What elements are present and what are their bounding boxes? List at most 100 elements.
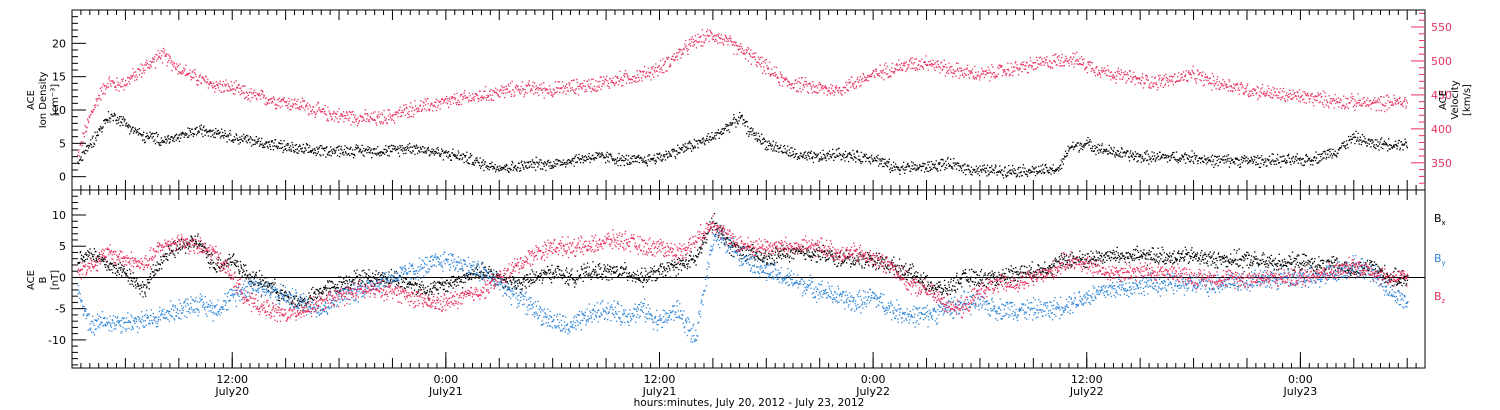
data-point xyxy=(286,100,288,102)
data-point xyxy=(356,125,358,127)
data-point xyxy=(339,152,341,155)
data-point xyxy=(770,148,772,150)
data-point xyxy=(1338,149,1340,151)
data-point xyxy=(216,133,218,135)
data-point xyxy=(595,80,597,82)
data-point xyxy=(628,78,630,80)
data-point xyxy=(1021,175,1023,177)
data-point xyxy=(140,134,143,136)
data-point xyxy=(491,94,494,96)
data-point xyxy=(410,102,412,104)
data-point xyxy=(585,89,587,91)
data-point xyxy=(967,74,969,76)
data-point xyxy=(924,168,927,170)
data-point xyxy=(1133,157,1135,160)
data-point xyxy=(649,160,651,162)
data-point xyxy=(871,73,873,75)
data-point xyxy=(883,162,886,164)
data-point xyxy=(102,126,104,128)
data-point xyxy=(633,155,636,157)
data-point xyxy=(799,82,802,84)
data-point xyxy=(1077,59,1079,61)
data-point xyxy=(873,160,875,162)
data-point xyxy=(1406,145,1408,147)
data-point xyxy=(618,80,620,82)
data-point xyxy=(996,174,998,176)
data-point xyxy=(531,159,534,161)
data-point xyxy=(1034,175,1037,177)
data-point xyxy=(1020,172,1022,174)
data-point xyxy=(1226,158,1228,160)
data-point xyxy=(90,139,92,141)
data-point xyxy=(932,64,935,66)
data-point xyxy=(249,136,252,138)
data-point xyxy=(750,49,752,51)
data-point xyxy=(1013,168,1015,170)
data-point xyxy=(621,155,623,157)
data-point xyxy=(120,121,122,123)
data-point xyxy=(533,166,535,169)
data-point xyxy=(1344,108,1346,110)
data-point xyxy=(1278,91,1280,93)
data-point xyxy=(1016,175,1018,177)
data-point xyxy=(654,163,656,165)
data-point xyxy=(109,80,111,82)
data-point xyxy=(915,58,918,60)
data-point xyxy=(1018,172,1020,174)
data-point xyxy=(85,126,87,128)
data-point xyxy=(1213,85,1216,87)
data-point xyxy=(498,169,500,172)
data-point xyxy=(672,59,675,61)
data-point xyxy=(1202,71,1204,73)
data-point xyxy=(741,114,743,117)
data-point xyxy=(1402,105,1404,108)
data-point xyxy=(629,161,631,163)
data-point xyxy=(443,100,445,102)
data-point xyxy=(1405,141,1407,143)
data-point xyxy=(1280,166,1282,168)
data-point xyxy=(91,110,93,112)
data-point xyxy=(1260,88,1262,90)
data-point xyxy=(845,156,847,159)
data-point xyxy=(720,37,722,39)
data-point xyxy=(853,153,855,155)
data-point xyxy=(1342,104,1344,106)
data-point xyxy=(994,167,996,169)
data-point xyxy=(1167,84,1170,87)
data-point xyxy=(347,147,349,149)
data-point xyxy=(436,148,438,150)
data-point xyxy=(650,158,652,160)
data-point xyxy=(819,83,821,85)
data-point xyxy=(681,52,684,54)
data-point xyxy=(766,141,769,143)
data-point xyxy=(977,167,980,169)
data-point xyxy=(283,97,285,99)
data-point xyxy=(777,145,779,147)
data-point xyxy=(993,72,996,74)
data-point xyxy=(293,104,295,106)
data-point xyxy=(1087,61,1089,63)
data-point xyxy=(218,133,220,135)
data-point xyxy=(1192,71,1194,73)
data-point xyxy=(175,68,177,70)
data-point xyxy=(217,87,220,89)
data-point xyxy=(1336,156,1338,158)
data-point xyxy=(702,141,704,143)
data-point xyxy=(760,66,762,68)
data-point xyxy=(818,160,820,162)
data-point xyxy=(754,56,756,58)
data-point xyxy=(741,48,743,50)
data-point xyxy=(701,138,703,140)
data-point xyxy=(608,87,610,89)
data-point xyxy=(255,91,257,94)
data-point xyxy=(940,159,942,161)
data-point xyxy=(1112,149,1114,152)
data-point xyxy=(509,90,511,92)
data-point xyxy=(175,134,177,136)
data-point xyxy=(883,64,886,66)
data-point xyxy=(1063,65,1066,67)
data-point xyxy=(528,161,530,163)
data-point xyxy=(978,174,981,177)
data-point xyxy=(749,53,751,56)
data-point xyxy=(1324,151,1326,153)
